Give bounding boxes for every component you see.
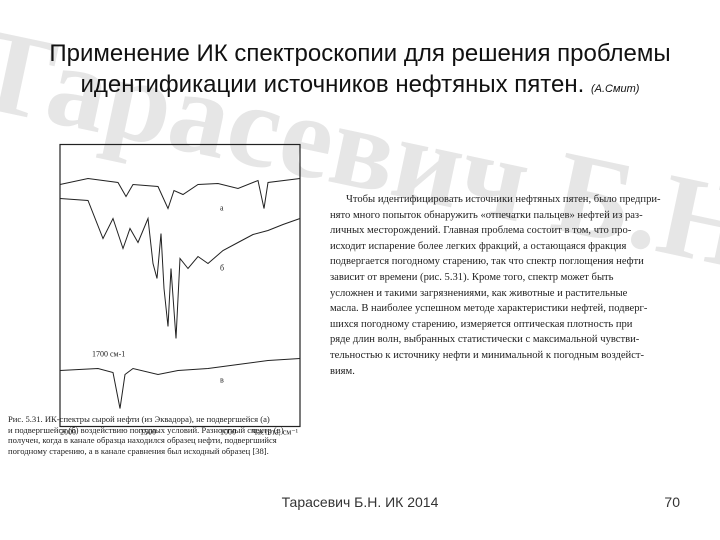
paragraph-line: исходит испарение более легких фракций, …: [330, 240, 627, 252]
paragraph-line: тельностью к источнику нефти и минимальн…: [330, 349, 645, 361]
paragraph-line: Чтобы идентифицировать источники нефтяны…: [346, 194, 661, 205]
paragraph-line: личных месторождений. Главная проблема с…: [330, 225, 632, 237]
curve-label: в: [220, 376, 224, 385]
x-label: 2000: [60, 428, 76, 437]
slide-title: Применение ИК спектроскопии для решения …: [0, 38, 720, 105]
paragraph-line: подвергается погодному старению, так что…: [330, 256, 644, 268]
title-line: идентификации источников нефтяных пятен.…: [0, 69, 720, 105]
band-label: 1700 см-1: [92, 350, 125, 359]
curve-label: б: [220, 264, 224, 273]
caption-line: Рис. 5.31. ИК-спектры сырой нефти (из Эк…: [8, 414, 270, 424]
x-label: 1500: [140, 428, 156, 437]
paragraph: Чтобы идентифицировать источники нефтяны…: [330, 192, 718, 379]
caption-line: получен, когда в канале образца находилс…: [8, 435, 277, 446]
frame: [59, 143, 301, 428]
paragraph-line: виям.: [330, 365, 355, 377]
footer-author: Тарасевич Б.Н. ИК 2014: [281, 494, 439, 510]
paragraph-line: масла. В наиболее успешном методе характ…: [330, 303, 648, 315]
paragraph-line: шихся погодному старению, измеряется опт…: [330, 318, 633, 330]
paragraph-line: усложнен и такими загрязнениями, как жив…: [330, 287, 628, 299]
title-line: Применение ИК спектроскопии для решения …: [49, 40, 671, 67]
x-axis-label: Частота, см⁻¹: [252, 428, 299, 437]
spectrum-a: [59, 177, 301, 210]
spectrum-c: [59, 358, 301, 409]
author: (А.Смит): [590, 83, 640, 95]
caption-line: и подвергшейся (б) воздействию погодных …: [8, 424, 284, 435]
title-text: идентификации источников нефтяных пятен.: [80, 71, 585, 98]
paragraph-line: нято много попыток обнаружить «отпечатки…: [330, 209, 643, 221]
spectra-figure: а б в 1700 см-1 2000 1500 1000 Частота, …: [59, 143, 301, 437]
figure-caption: Рис. 5.31. ИК-спектры сырой нефти (из Эк…: [8, 414, 346, 456]
page-number: 70: [664, 494, 680, 510]
caption-line: погодному старению, а в канале сравнения…: [8, 445, 269, 456]
paragraph-line: зависит от времени (рис. 5.31). Кроме то…: [330, 271, 614, 283]
curve-label: а: [220, 204, 224, 213]
spectrum-b: [59, 198, 301, 339]
x-label: 1000: [220, 428, 236, 437]
paragraph-line: ряде длин волн, выбранных статистически …: [330, 334, 640, 346]
